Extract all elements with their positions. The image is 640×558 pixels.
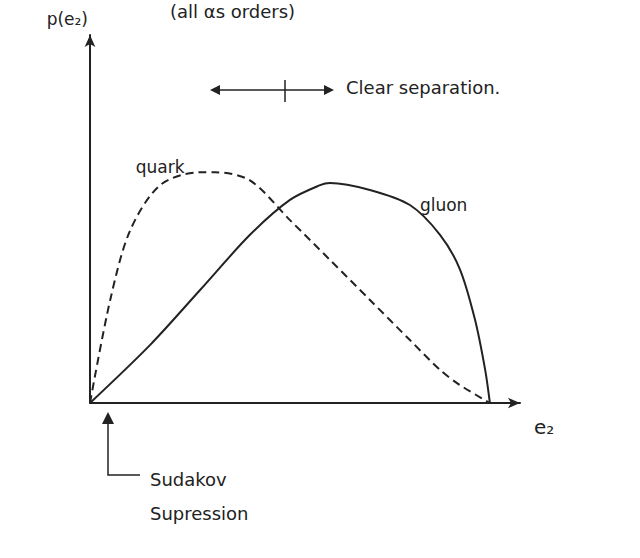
svg-text:gluon: gluon <box>420 195 467 215</box>
svg-text:Supression: Supression <box>150 503 249 524</box>
svg-text:quark: quark <box>136 157 185 177</box>
svg-text:Sudakov: Sudakov <box>150 469 227 490</box>
svg-text:p(e₂): p(e₂) <box>47 9 88 29</box>
svg-text:e₂: e₂ <box>534 415 554 439</box>
svg-text:Clear separation.: Clear separation. <box>346 77 500 98</box>
svg-text:(all αs orders): (all αs orders) <box>170 1 295 22</box>
